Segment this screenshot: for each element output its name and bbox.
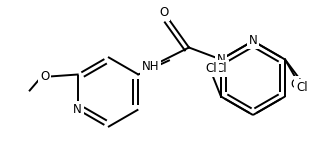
Text: Cl: Cl [290, 78, 302, 91]
Text: Cl: Cl [296, 81, 308, 94]
Text: NH: NH [142, 60, 160, 73]
Text: N: N [248, 35, 258, 47]
Text: Cl: Cl [205, 62, 217, 75]
Text: O: O [159, 6, 169, 19]
Text: N: N [73, 103, 82, 116]
Text: N: N [216, 53, 225, 66]
Text: O: O [40, 70, 49, 83]
Text: Cl: Cl [215, 62, 227, 75]
